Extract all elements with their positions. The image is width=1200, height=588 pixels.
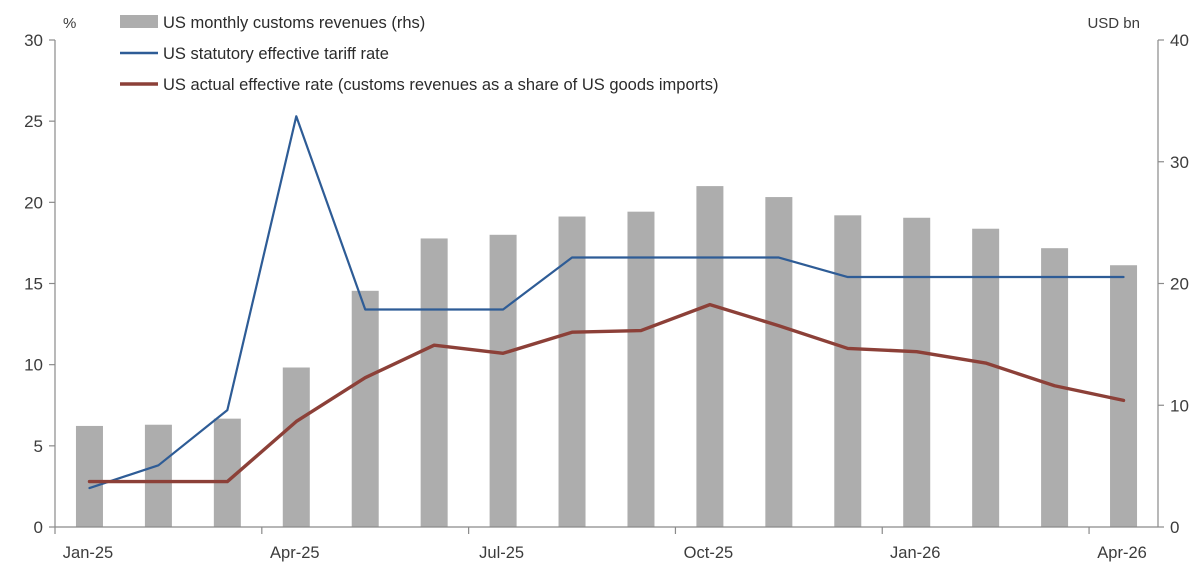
bar-apr-25 <box>282 367 310 527</box>
x-axis-tick-label-jan-25: Jan-25 <box>63 544 113 562</box>
left-axis-tick-label: 30 <box>24 31 43 50</box>
x-axis-tick-label-jan-26: Jan-26 <box>890 544 940 562</box>
left-axis-unit-label: % <box>63 15 76 32</box>
bar-jan-25 <box>75 425 103 527</box>
left-axis-tick-label: 25 <box>24 112 43 131</box>
bar-oct-25 <box>696 186 724 527</box>
right-axis-unit-label: USD bn <box>1087 15 1140 32</box>
bar-nov-25 <box>765 197 793 527</box>
x-axis-tick-label-jul-25: Jul-25 <box>479 544 524 562</box>
right-axis-tick-label: 10 <box>1170 396 1189 415</box>
x-axis-tick-label-apr-26: Apr-26 <box>1097 544 1147 562</box>
right-axis-tick-label: 40 <box>1170 31 1189 50</box>
bar-jul-25 <box>489 234 517 528</box>
bar-jan-26 <box>903 217 931 527</box>
left-axis-tick-label: 10 <box>24 356 43 375</box>
line-series-statutory-tariff-rate <box>88 115 1125 490</box>
bar-may-25 <box>351 290 379 527</box>
legend-label-1: US statutory effective tariff rate <box>163 45 389 63</box>
bar-aug-25 <box>558 216 586 527</box>
bar-sep-25 <box>627 211 655 528</box>
right-axis-tick-label: 30 <box>1170 153 1189 172</box>
legend-label-0: US monthly customs revenues (rhs) <box>163 14 425 32</box>
x-axis-tick-label-oct-25: Oct-25 <box>684 544 734 562</box>
right-axis-tick-label: 20 <box>1170 275 1189 294</box>
left-axis-tick-label: 5 <box>34 437 43 456</box>
bar-feb-26 <box>972 228 1000 527</box>
bar-apr-26 <box>1110 265 1138 527</box>
x-axis-tick-label-apr-25: Apr-25 <box>270 544 320 562</box>
left-axis-tick-label: 15 <box>24 275 43 294</box>
line-series-actual-effective-rate <box>87 302 1126 484</box>
bar-feb-25 <box>144 424 172 527</box>
legend-swatch-customs-revenues <box>120 15 158 28</box>
left-axis-tick-label: 20 <box>24 193 43 212</box>
left-axis-tick-label: 0 <box>34 518 43 537</box>
right-axis-tick-label: 0 <box>1170 518 1179 537</box>
legend-label-2: US actual effective rate (customs revenu… <box>163 76 718 94</box>
bar-dec-25 <box>834 215 862 527</box>
bar-jun-25 <box>420 238 448 527</box>
